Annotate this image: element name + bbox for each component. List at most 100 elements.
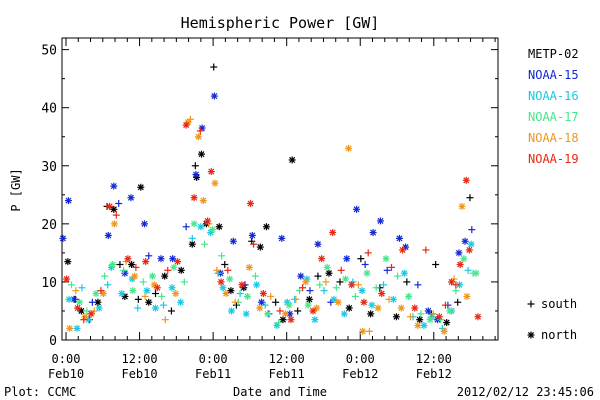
point-noaa-17 [332, 284, 340, 292]
point-noaa-16 [311, 316, 319, 324]
point-noaa-15 [59, 234, 67, 242]
point-noaa-17 [405, 292, 413, 300]
point-noaa-17 [363, 269, 371, 277]
point-metp-02 [279, 316, 287, 324]
legend-noaa-18: NOAA-18 [528, 131, 579, 145]
point-noaa-19 [360, 298, 368, 306]
point-noaa-18 [231, 298, 239, 306]
x-tick-label-time: 12:00 [269, 352, 305, 366]
point-noaa-19 [153, 284, 161, 292]
point-noaa-18 [302, 278, 310, 286]
series-legend: METP-02 NOAA-15 NOAA-16 NOAA-17 NOAA-18 NOAA-… [528, 47, 579, 166]
point-metp-02 [221, 261, 229, 268]
x-tick-label-date: Feb11 [195, 367, 231, 381]
point-noaa-19 [318, 255, 326, 263]
point-noaa-19 [182, 121, 190, 129]
point-noaa-19 [142, 258, 150, 266]
point-noaa-15 [145, 252, 153, 260]
point-noaa-15 [278, 234, 286, 242]
point-metp-02 [215, 223, 223, 231]
point-noaa-17 [372, 284, 380, 292]
footer-source: Plot: CCMC [4, 385, 76, 399]
point-noaa-18 [267, 292, 275, 300]
marker-legend-south: south [527, 297, 577, 311]
point-noaa-19 [474, 313, 482, 321]
point-noaa-16 [73, 324, 81, 332]
point-noaa-16 [65, 295, 73, 303]
point-noaa-19 [287, 316, 295, 324]
point-noaa-17 [158, 292, 166, 300]
point-noaa-19 [364, 249, 372, 257]
point-noaa-16 [242, 310, 250, 318]
point-noaa-18 [359, 327, 367, 335]
point-noaa-18 [414, 321, 422, 329]
point-noaa-15 [64, 197, 72, 205]
point-noaa-15 [182, 223, 190, 231]
point-noaa-17 [285, 301, 293, 309]
point-noaa-18 [161, 316, 169, 324]
point-noaa-16 [400, 269, 408, 277]
point-metp-02 [466, 194, 474, 202]
point-metp-02 [392, 313, 400, 321]
point-noaa-16 [95, 304, 103, 312]
point-noaa-15 [169, 255, 177, 263]
point-noaa-15 [115, 200, 123, 208]
point-noaa-15 [424, 307, 432, 315]
point-noaa-15 [88, 298, 96, 306]
point-noaa-19 [124, 255, 132, 263]
point-noaa-15 [468, 226, 476, 234]
point-noaa-18 [345, 144, 353, 152]
point-noaa-19 [422, 246, 430, 254]
point-metp-02 [64, 258, 72, 266]
point-noaa-18 [322, 278, 330, 286]
point-metp-02 [367, 310, 375, 318]
point-noaa-17 [92, 290, 100, 298]
point-noaa-18 [354, 281, 362, 289]
point-noaa-18 [429, 310, 437, 318]
point-noaa-15 [395, 234, 403, 242]
point-metp-02 [272, 298, 280, 306]
point-metp-02 [227, 287, 235, 295]
point-noaa-16 [104, 281, 112, 289]
point-noaa-16 [168, 284, 176, 292]
point-noaa-18 [211, 179, 219, 187]
point-noaa-18 [99, 290, 107, 298]
x-tick-label-time: 0:00 [52, 352, 81, 366]
point-noaa-18 [194, 133, 202, 141]
point-noaa-15 [361, 261, 369, 268]
point-noaa-16 [253, 281, 261, 289]
point-noaa-16 [118, 290, 126, 298]
point-metp-02 [357, 255, 365, 263]
marker-legend-north: north [527, 328, 577, 342]
x-tick-label-date: Feb11 [269, 367, 305, 381]
point-noaa-19 [196, 127, 204, 135]
point-noaa-18 [463, 292, 471, 300]
y-tick-label: 30 [41, 160, 57, 175]
point-noaa-15 [455, 249, 463, 257]
point-noaa-17 [446, 307, 454, 315]
point-noaa-18 [186, 115, 194, 123]
point-noaa-17 [226, 275, 234, 283]
point-metp-02 [210, 63, 218, 71]
point-noaa-18 [256, 304, 264, 312]
point-metp-02 [137, 183, 145, 191]
point-noaa-19 [106, 202, 114, 210]
point-noaa-17 [382, 255, 390, 263]
point-noaa-18 [131, 272, 139, 280]
legend-noaa-16: NOAA-16 [528, 89, 579, 103]
point-noaa-16 [78, 284, 86, 292]
point-noaa-18 [458, 202, 466, 210]
point-noaa-18 [66, 324, 74, 332]
point-noaa-17 [218, 252, 226, 260]
point-noaa-16 [358, 287, 366, 295]
point-noaa-17 [394, 272, 402, 280]
point-noaa-15 [369, 229, 377, 237]
point-metp-02 [167, 307, 175, 315]
point-noaa-18 [397, 304, 405, 312]
legend-noaa-19: NOAA-19 [528, 152, 579, 166]
point-noaa-15 [210, 92, 218, 100]
point-noaa-19 [132, 263, 140, 271]
point-metp-02 [416, 316, 424, 324]
point-noaa-15 [343, 255, 351, 263]
